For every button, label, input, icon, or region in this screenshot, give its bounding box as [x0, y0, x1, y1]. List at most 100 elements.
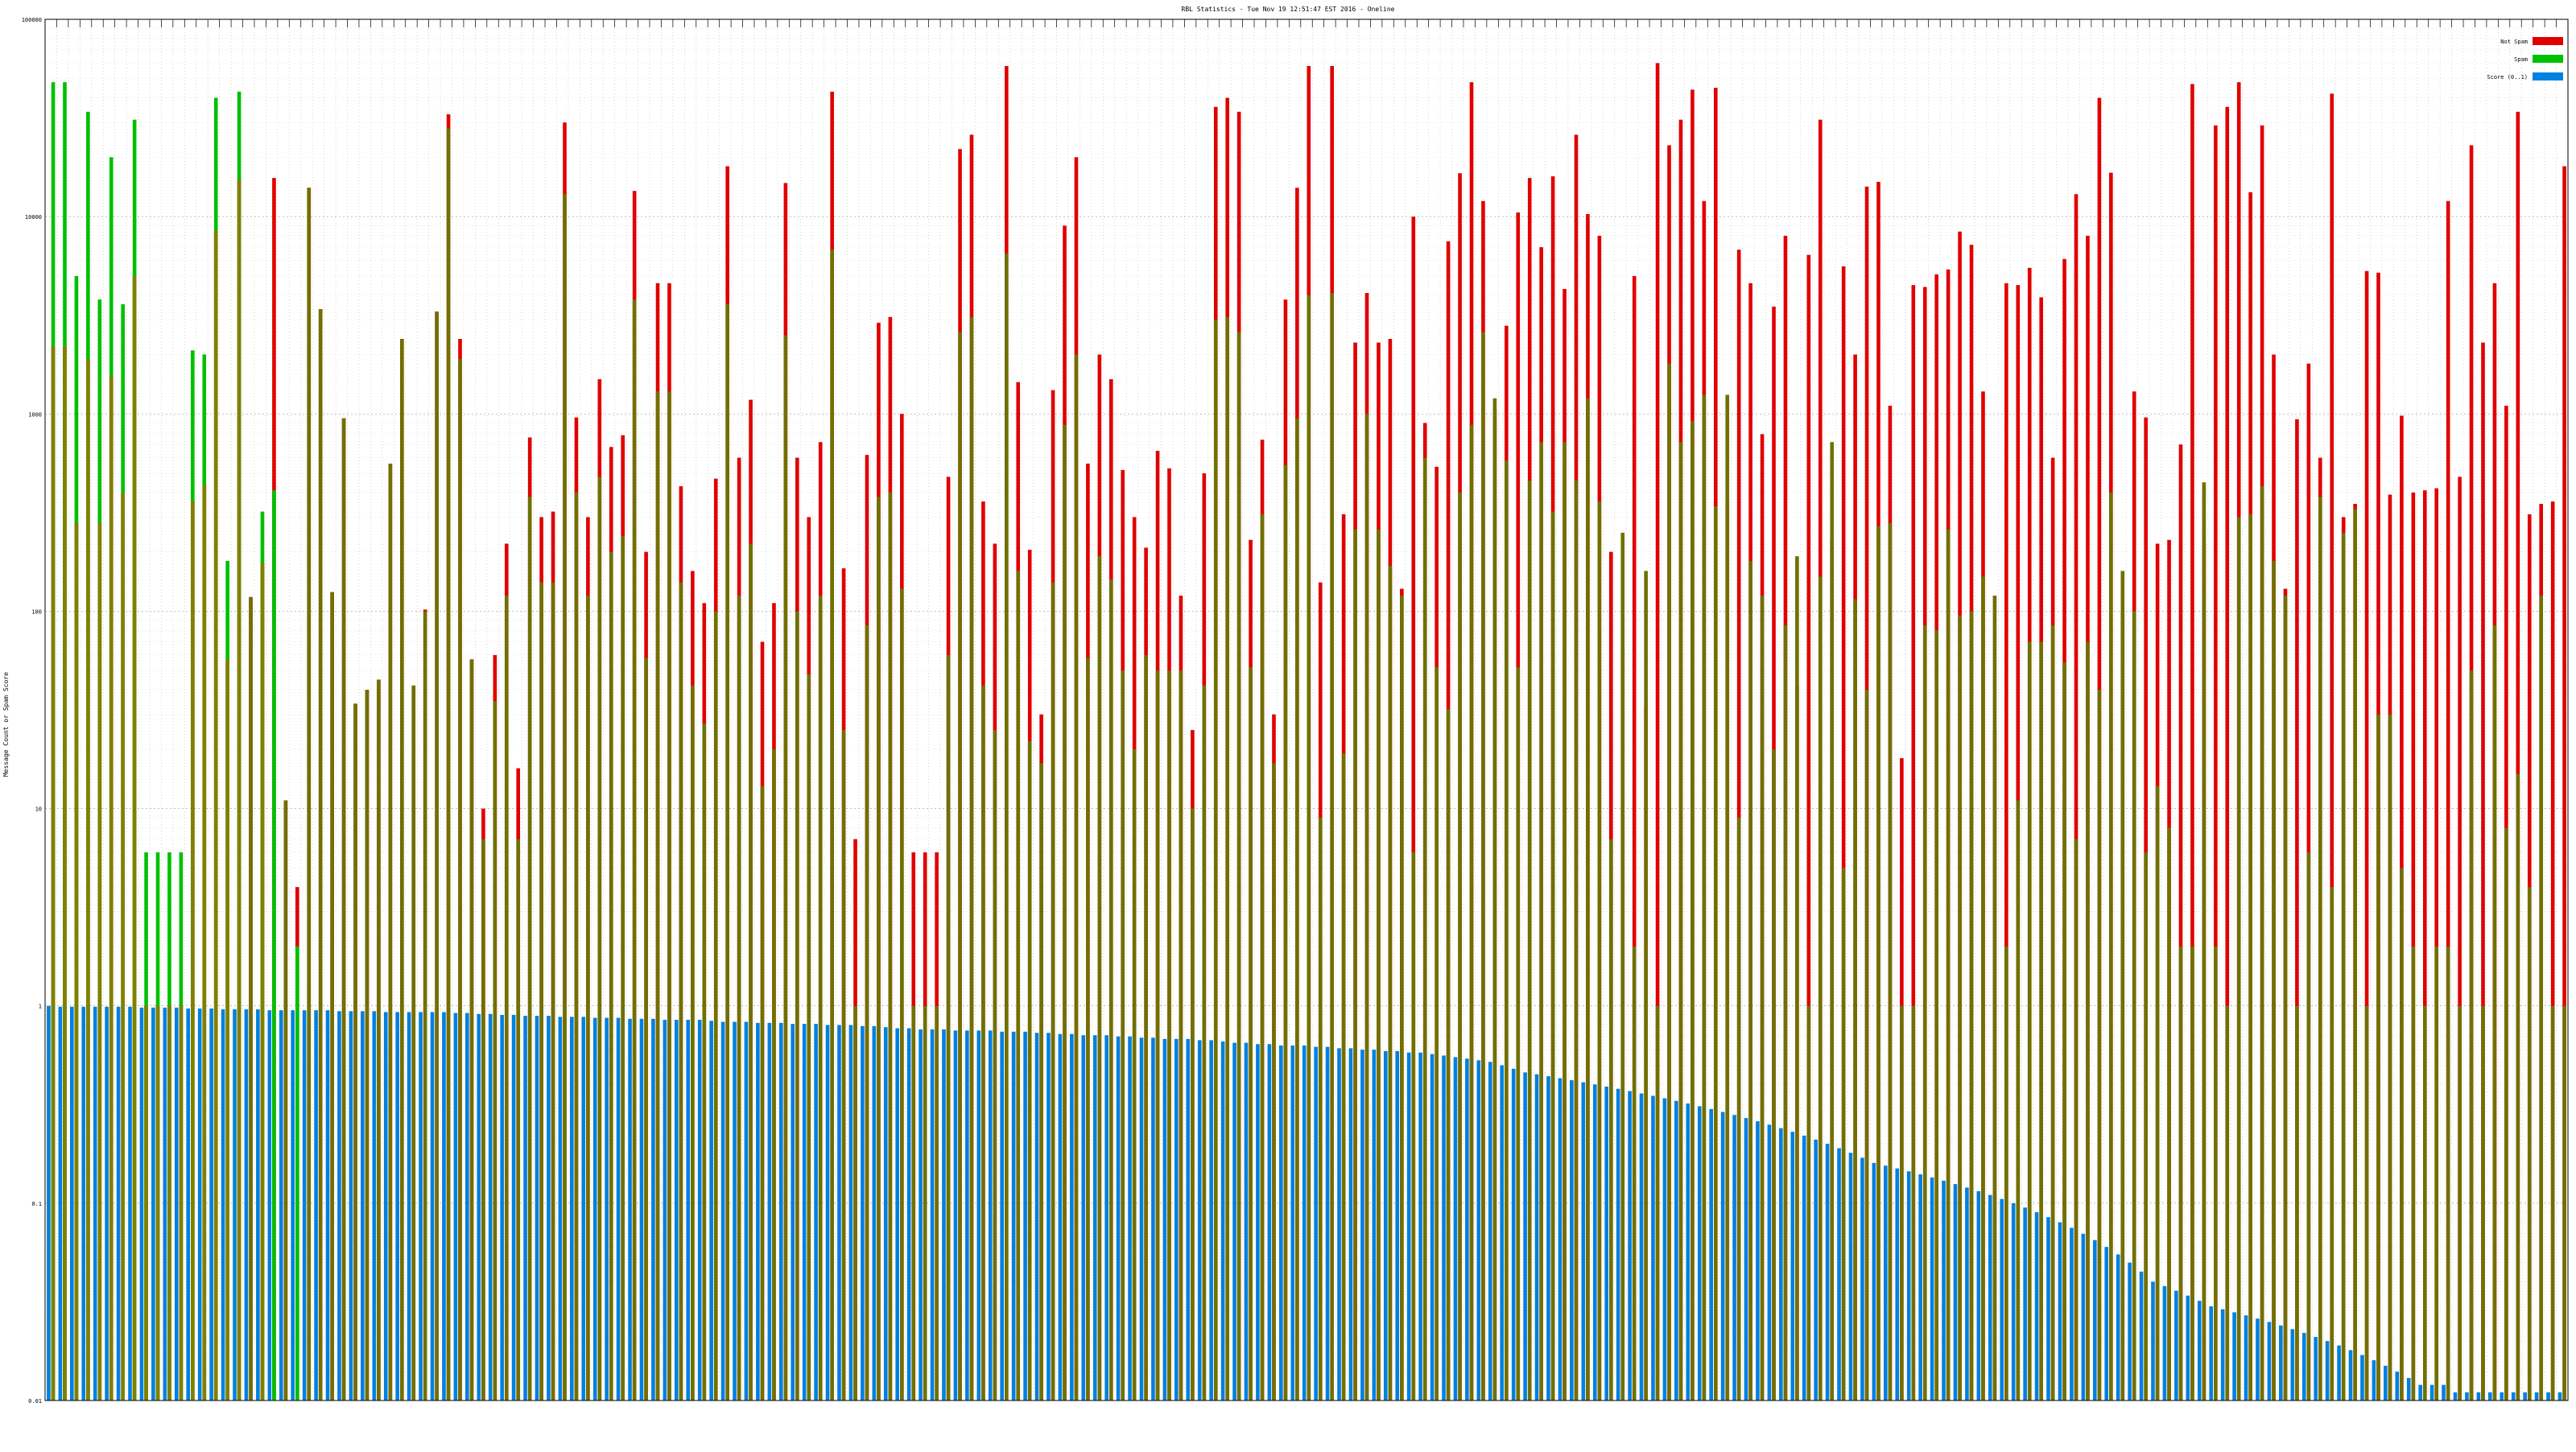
not-spam-bar: [2004, 283, 2008, 1400]
not-spam-bar: [2446, 200, 2450, 1400]
score-bar: [1500, 1065, 1505, 1400]
overlap-bar: [1469, 424, 1474, 1400]
score-bar: [1290, 1045, 1295, 1400]
score-bar: [1337, 1048, 1341, 1400]
overlap-bar: [330, 592, 334, 1400]
overlap-bar: [1295, 418, 1299, 1401]
overlap-bar: [1702, 394, 1707, 1400]
overlap-bar: [1830, 442, 1835, 1400]
overlap-bar: [2027, 641, 2032, 1400]
score-bar: [1872, 1162, 1876, 1400]
overlap-bar: [1435, 667, 1439, 1400]
overlap-bar: [97, 522, 102, 1400]
score-bar: [2174, 1290, 2178, 1400]
score-bar: [523, 1016, 527, 1400]
score-bar: [1592, 1084, 1597, 1400]
score-bar: [1476, 1060, 1481, 1400]
score-bar: [1383, 1050, 1388, 1400]
overlap-bar: [1713, 506, 1718, 1400]
score-bar: [848, 1025, 853, 1400]
y-axis-label: Message Count or Spam Score: [2, 672, 10, 777]
score-bar: [1325, 1046, 1330, 1400]
overlap-bar: [1364, 414, 1369, 1401]
overlap-bar: [202, 484, 207, 1401]
score-bar: [1942, 1180, 1946, 1400]
overlap-bar: [923, 1005, 927, 1400]
score-bar: [930, 1029, 935, 1400]
score-bar: [1790, 1132, 1795, 1400]
overlap-bar: [63, 346, 67, 1400]
score-bar: [651, 1018, 655, 1400]
overlap-bar: [2364, 1005, 2369, 1400]
overlap-bar: [1736, 817, 1741, 1400]
score-bar: [686, 1020, 691, 1400]
score-bar: [511, 1014, 516, 1400]
score-bar: [1116, 1036, 1121, 1400]
score-bar: [81, 1006, 86, 1400]
overlap-bar: [818, 596, 823, 1400]
score-bar: [174, 1007, 179, 1400]
score-bar: [1186, 1038, 1191, 1400]
score-bar: [1686, 1103, 1690, 1400]
overlap-bar: [574, 492, 579, 1400]
score-bar: [1720, 1112, 1725, 1400]
overlap-bar: [1760, 596, 1765, 1400]
score-bar: [1918, 1174, 1922, 1400]
score-bar: [605, 1017, 609, 1400]
score-bar: [639, 1018, 644, 1400]
overlap-bar: [1411, 852, 1416, 1400]
not-spam-bar: [2225, 106, 2230, 1400]
overlap-bar: [51, 346, 56, 1400]
score-bar: [663, 1020, 667, 1400]
overlap-bar: [2236, 517, 2241, 1400]
score-bar: [1372, 1050, 1377, 1400]
overlap-bar: [2400, 868, 2404, 1400]
overlap-bar: [1121, 670, 1125, 1400]
score-bar: [2034, 1212, 2039, 1400]
overlap-bar: [1992, 596, 1997, 1400]
score-bar: [2209, 1306, 2214, 1400]
score-bar: [1511, 1068, 1516, 1400]
overlap-bar: [551, 582, 555, 1400]
score-bar: [2151, 1281, 2155, 1400]
overlap-bar: [1318, 817, 1323, 1400]
not-spam-bar: [1655, 63, 1660, 1400]
overlap-bar: [539, 582, 543, 1400]
score-bar: [988, 1030, 993, 1400]
overlap-bar: [772, 749, 776, 1400]
overlap-bar: [1678, 442, 1683, 1400]
chart-title: RBL Statistics - Tue Nov 19 12:51:47 EST…: [1182, 6, 1395, 13]
overlap-bar: [1330, 293, 1335, 1400]
score-bar: [1906, 1171, 1911, 1400]
not-spam-bar: [1911, 285, 1916, 1401]
score-bar: [744, 1021, 749, 1400]
score-bar: [361, 1011, 365, 1400]
overlap-bar: [1934, 630, 1939, 1400]
overlap-bar: [713, 611, 718, 1400]
overlap-bar: [1191, 808, 1195, 1400]
overlap-bar: [1155, 670, 1160, 1400]
score-bar: [1883, 1165, 1888, 1400]
overlap-bar: [1563, 442, 1567, 1400]
score-bar: [2546, 1392, 2550, 1400]
overlap-bar: [1027, 740, 1032, 1400]
score-bar: [267, 1010, 272, 1400]
overlap-bar: [423, 611, 427, 1400]
overlap-bar: [2202, 482, 2207, 1400]
overlap-bar: [1422, 457, 1427, 1400]
overlap-bar: [1690, 421, 1695, 1400]
overlap-bar: [958, 332, 962, 1400]
score-bar: [139, 1007, 144, 1400]
overlap-bar: [1946, 529, 1951, 1400]
overlap-bar: [446, 128, 451, 1400]
overlap-bar: [1016, 571, 1021, 1400]
overlap-bar: [1597, 501, 1602, 1401]
score-bar: [291, 1010, 295, 1400]
score-bar: [93, 1006, 97, 1400]
overlap-bar: [2132, 611, 2136, 1400]
legend-label: Not Spam: [2500, 39, 2528, 45]
score-bar: [1860, 1157, 1864, 1400]
score-bar: [221, 1009, 225, 1400]
overlap-bar: [1074, 354, 1079, 1400]
